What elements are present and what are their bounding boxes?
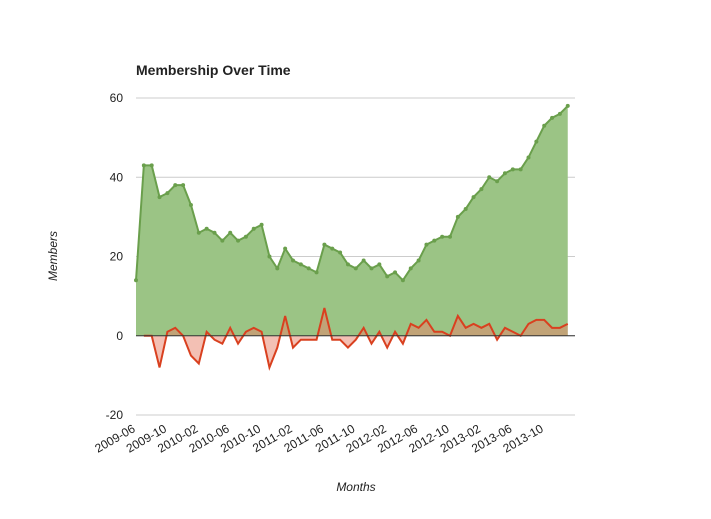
point xyxy=(495,179,500,184)
point xyxy=(440,234,445,239)
point xyxy=(455,214,460,219)
point xyxy=(377,262,382,267)
point xyxy=(306,266,311,271)
area xyxy=(136,105,568,336)
point xyxy=(220,238,225,243)
y-tick-label: 20 xyxy=(110,250,124,264)
point xyxy=(243,234,248,239)
point xyxy=(267,254,272,259)
x-axis-label: Months xyxy=(336,480,375,494)
point xyxy=(353,266,358,271)
point xyxy=(322,242,327,247)
point xyxy=(134,278,138,283)
point xyxy=(393,270,398,275)
point xyxy=(204,226,209,231)
point xyxy=(432,238,437,243)
point xyxy=(518,167,523,172)
point xyxy=(275,266,280,271)
point xyxy=(338,250,343,255)
point xyxy=(510,167,515,172)
point xyxy=(416,258,421,263)
point xyxy=(196,230,201,235)
point xyxy=(534,139,539,144)
point xyxy=(550,115,555,120)
point xyxy=(542,123,547,128)
point xyxy=(345,262,350,267)
point xyxy=(188,202,193,207)
y-axis-label: Members xyxy=(46,231,60,281)
point xyxy=(157,195,162,200)
point xyxy=(314,270,319,275)
point xyxy=(283,246,288,251)
point xyxy=(212,230,217,235)
point xyxy=(141,163,146,168)
point xyxy=(487,175,492,180)
point xyxy=(259,222,264,227)
point xyxy=(228,230,233,235)
point xyxy=(173,183,178,188)
point xyxy=(408,266,413,271)
point xyxy=(557,111,562,116)
point xyxy=(369,266,374,271)
line xyxy=(143,307,569,371)
point xyxy=(181,183,186,188)
point xyxy=(448,234,452,239)
point xyxy=(165,191,170,196)
y-tick-label: 0 xyxy=(116,329,123,343)
point xyxy=(502,171,507,176)
point xyxy=(330,246,335,251)
point xyxy=(385,274,390,279)
point xyxy=(565,103,570,108)
point xyxy=(424,242,429,247)
point xyxy=(400,278,405,283)
y-tick-label: 40 xyxy=(110,170,124,184)
y-tick-label: -20 xyxy=(106,408,124,422)
point xyxy=(291,258,295,263)
point xyxy=(526,155,531,160)
point xyxy=(236,238,241,243)
point xyxy=(149,163,154,168)
point xyxy=(251,226,256,231)
point xyxy=(471,195,476,200)
point xyxy=(479,187,484,192)
point xyxy=(298,262,303,267)
point xyxy=(463,206,468,211)
y-tick-label: 60 xyxy=(110,91,124,105)
chart-title: Membership Over Time xyxy=(136,62,291,78)
point xyxy=(361,258,366,263)
